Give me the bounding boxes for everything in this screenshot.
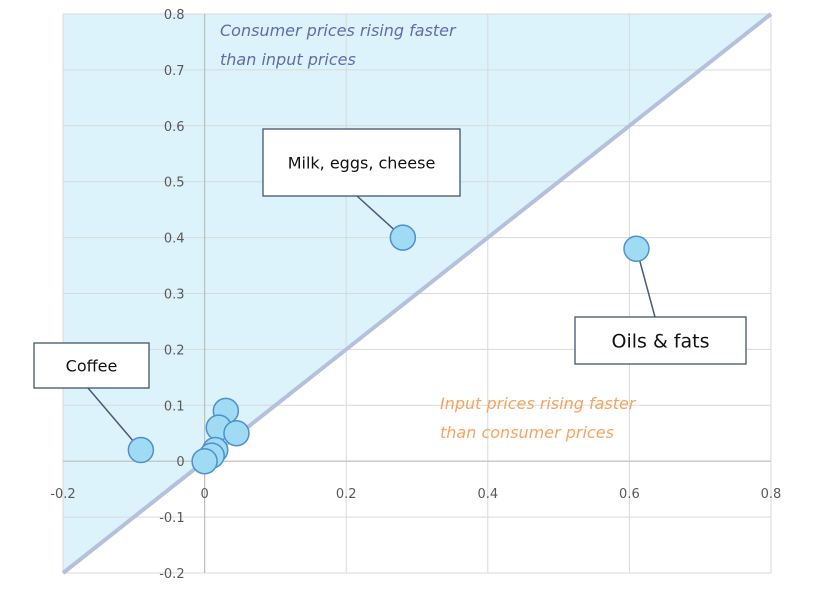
callout-box [262,128,461,197]
callout-label: Coffee [66,357,118,376]
data-point-coffee [127,436,155,464]
x-tick-label: 0.2 [336,487,357,502]
y-tick-label: 0.3 [164,288,185,303]
lower-region-label: Input prices rising faster than consumer … [440,394,637,442]
y-tick-label: -0.2 [159,567,184,582]
y-tick-label: -0.1 [159,511,184,526]
x-tick-label: 0.8 [761,487,782,502]
data-point-milk-eggs-cheese [389,224,417,251]
x-tick-label: 0 [200,487,208,502]
data-point [191,447,218,475]
diagonal-reference-line [61,12,773,575]
callout-label: Oils & fats [612,331,710,353]
y-tick-label: 0.8 [164,8,185,23]
callout-label: Milk, eggs, cheese [288,154,436,173]
y-tick-label: 0.4 [164,232,185,247]
y-tick-label: 0.2 [164,343,185,358]
x-tick-label: 0.4 [477,487,498,502]
y-tick-label: 0 [176,455,184,470]
y-tick-label: 0.1 [164,399,185,414]
callout-leader-line [87,387,142,451]
upper-region-label: Consumer prices rising faster than input … [220,21,457,69]
data-point-oils-fats [623,235,650,263]
callout-box [33,342,150,389]
callout-box [574,316,747,365]
x-tick-label: 0.6 [619,487,640,502]
y-tick-label: 0.6 [164,120,185,135]
data-point [223,420,250,447]
y-tick-label: 0.7 [164,64,185,79]
x-tick-label: -0.2 [50,487,75,502]
y-tick-label: 0.5 [164,176,185,191]
